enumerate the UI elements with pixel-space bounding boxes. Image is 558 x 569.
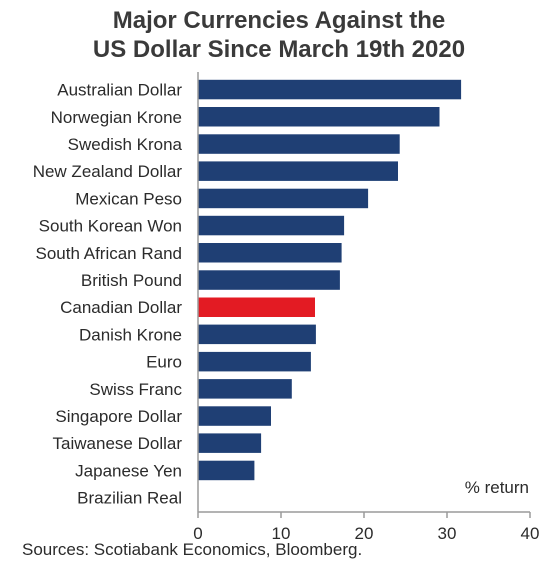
category-label: Mexican Peso (75, 189, 182, 208)
bar (198, 270, 340, 290)
bar (198, 161, 398, 181)
category-label: Swedish Krona (68, 135, 183, 154)
bar (198, 188, 369, 209)
chart-title-line-1: Major Currencies Against the (112, 7, 446, 34)
bar (198, 379, 292, 399)
category-label: Canadian Dollar (60, 298, 182, 317)
bar (198, 297, 315, 317)
source-note: Sources: Scotiabank Economics, Bloomberg… (22, 540, 363, 559)
x-tick-label: 10 (272, 524, 291, 543)
category-label: Singapore Dollar (55, 407, 182, 426)
category-label: New Zealand Dollar (33, 162, 183, 181)
bar (198, 324, 316, 345)
category-label: Taiwanese Dollar (53, 434, 183, 453)
category-label: Australian Dollar (57, 81, 182, 100)
category-label: British Pound (81, 271, 182, 290)
bar (198, 79, 462, 100)
chart-title-line-2: US Dollar Since March 19th 2020 (92, 36, 466, 63)
x-tick-label: 20 (355, 524, 374, 543)
bar (198, 406, 271, 426)
chart-title: Major Currencies Against the US Dollar S… (0, 6, 558, 64)
x-tick-label: 0 (193, 524, 202, 543)
category-label: South Korean Won (39, 217, 182, 236)
category-label: Brazilian Real (77, 489, 182, 508)
category-label: Danish Krone (79, 325, 182, 344)
bar (198, 433, 262, 453)
bar (198, 460, 255, 481)
category-label: Norwegian Krone (51, 108, 182, 127)
unit-label: % return (465, 478, 529, 497)
bar (198, 215, 345, 236)
x-tick-label: 40 (521, 524, 540, 543)
category-label: Japanese Yen (75, 461, 182, 480)
bar (198, 243, 342, 263)
category-label: Euro (146, 353, 182, 372)
x-tick-label: 30 (438, 524, 457, 543)
bar (198, 134, 400, 154)
bar (198, 351, 311, 372)
category-label: Swiss Franc (89, 380, 182, 399)
category-label: South African Rand (36, 244, 182, 263)
bar (198, 107, 440, 127)
